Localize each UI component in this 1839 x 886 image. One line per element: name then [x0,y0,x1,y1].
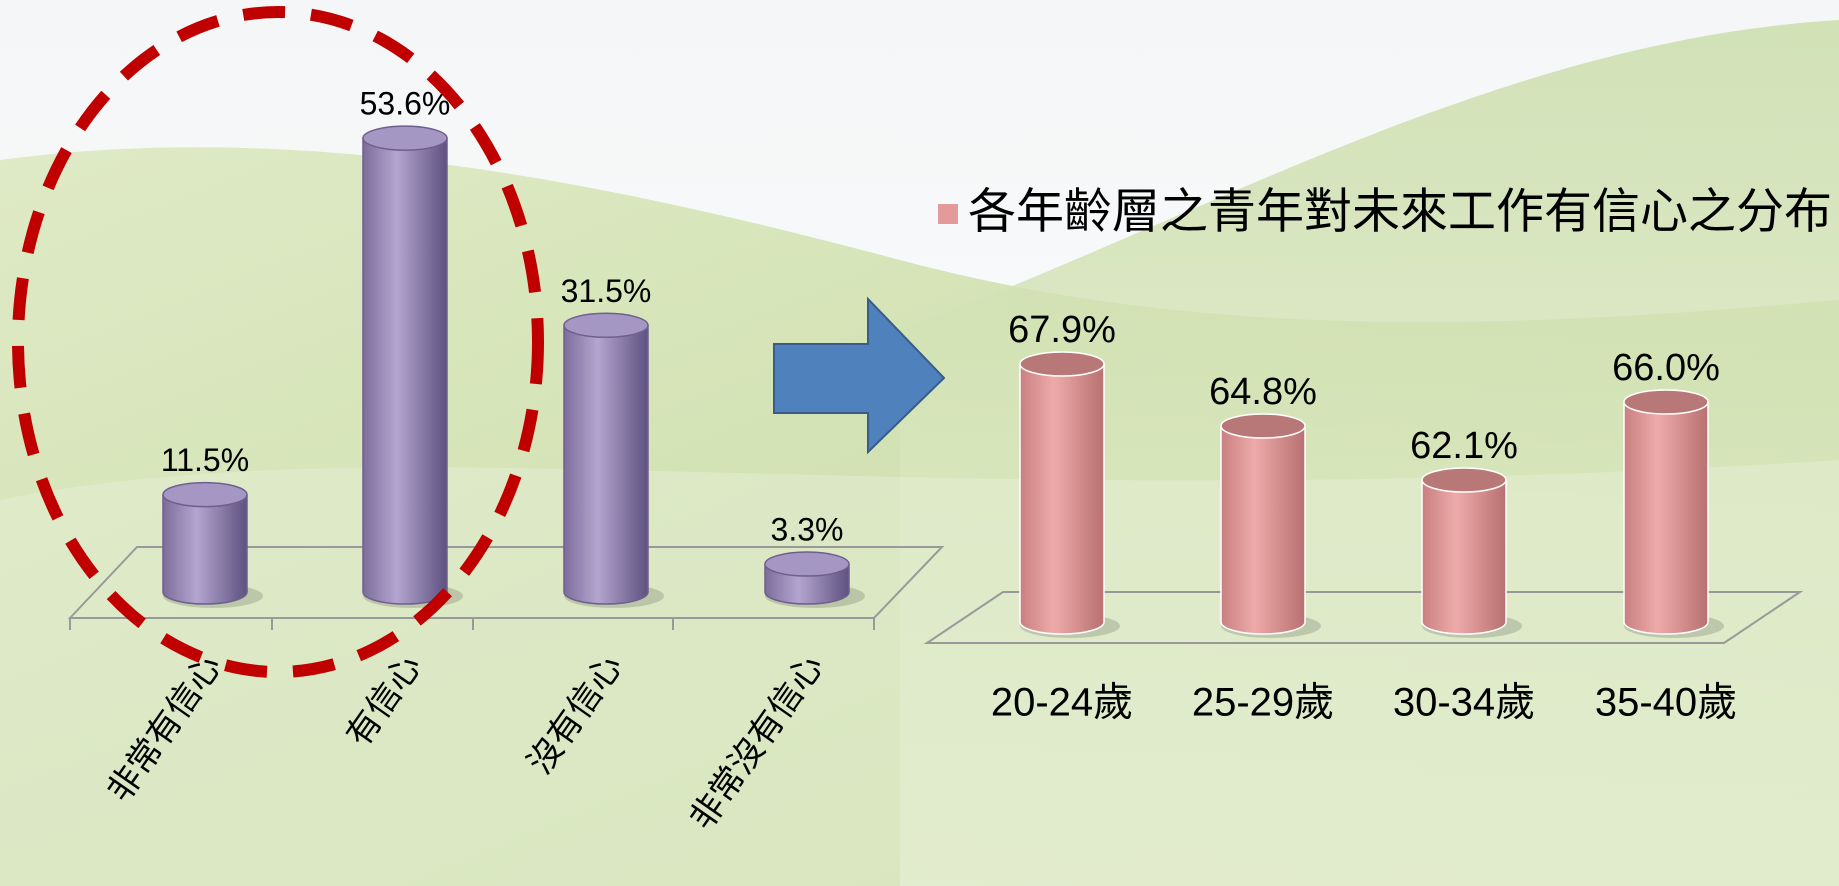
data-label: 31.5% [561,273,652,309]
x-tick-label: 25-29歲 [1192,681,1334,725]
bar-top [363,126,447,150]
x-tick-label: 30-34歲 [1393,681,1535,725]
bar [1422,480,1506,622]
bar-top [1624,390,1708,414]
bar [1221,426,1305,622]
bar [1624,402,1708,622]
bar-top [1221,414,1305,438]
x-tick-label: 20-24歲 [991,681,1133,725]
slide: 11.5%非常有信心53.6%有信心31.5%沒有信心3.3%非常沒有信心67.… [0,0,1839,886]
x-tick-label: 35-40歲 [1595,681,1737,725]
bar-top [564,313,648,337]
legend-swatch [938,204,958,224]
hill [0,460,1839,886]
bar [1020,364,1104,622]
data-label: 67.9% [1008,309,1116,351]
data-label: 11.5% [161,442,249,478]
bar-top [1422,468,1506,492]
data-label: 66.0% [1612,347,1720,389]
data-label: 64.8% [1209,371,1317,413]
page: 11.5%非常有信心53.6%有信心31.5%沒有信心3.3%非常沒有信心67.… [0,0,1839,886]
legend-label: 各年齡層之青年對未來工作有信心之分布 [968,186,1832,239]
bar [564,325,648,592]
bar [363,138,447,592]
data-label: 53.6% [360,86,451,122]
data-label: 3.3% [771,512,844,548]
bar [163,495,247,592]
bar-top [765,552,849,576]
bar-top [163,483,247,507]
bar-top [1020,352,1104,376]
data-label: 62.1% [1410,425,1518,467]
